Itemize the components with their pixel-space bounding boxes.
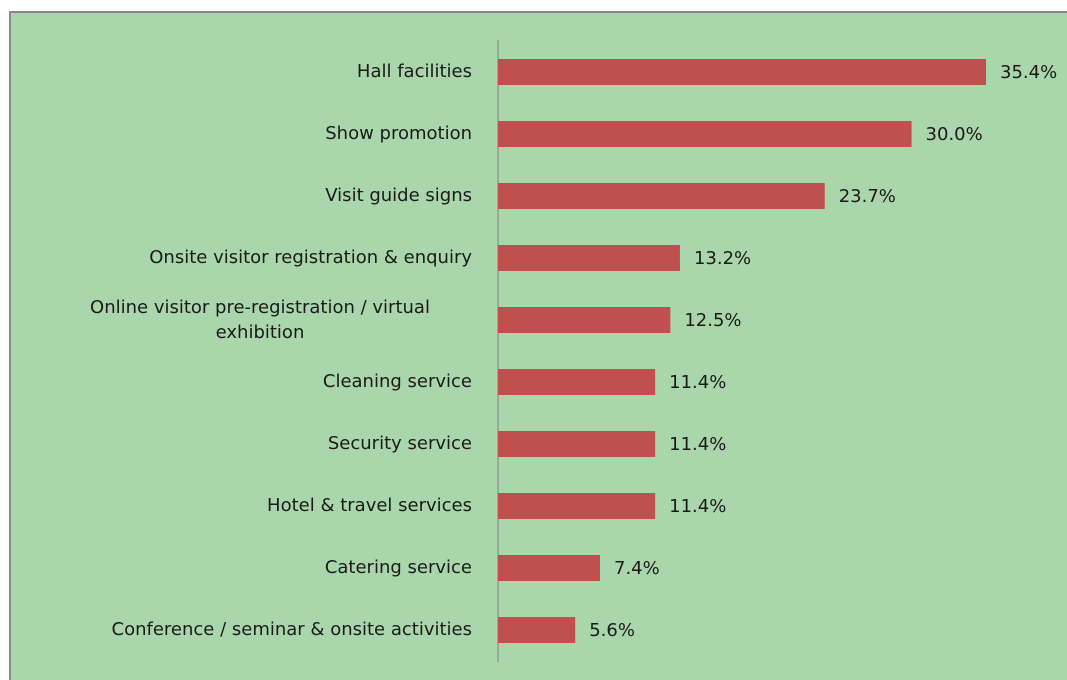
- category-label: Online visitor pre-registration / virtua…: [90, 297, 430, 343]
- value-label: 11.4%: [669, 372, 726, 393]
- value-label: 30.0%: [926, 124, 983, 145]
- category-label: Hall facilities: [357, 61, 472, 82]
- bar: [498, 121, 912, 147]
- value-label: 11.4%: [669, 496, 726, 517]
- bar: [498, 493, 656, 519]
- value-label: 12.5%: [684, 310, 741, 331]
- value-label: 5.6%: [589, 620, 635, 641]
- bar: [498, 183, 825, 209]
- category-label: Security service: [328, 433, 472, 454]
- value-label: 35.4%: [1000, 62, 1057, 83]
- category-label: Visit guide signs: [325, 185, 472, 206]
- bar: [498, 617, 576, 643]
- category-label: Show promotion: [325, 123, 472, 144]
- value-label: 13.2%: [694, 248, 751, 269]
- category-label: Catering service: [325, 557, 472, 578]
- category-label: Onsite visitor registration & enquiry: [149, 247, 472, 268]
- bar: [498, 307, 671, 333]
- bar: [498, 431, 656, 457]
- bar: [498, 245, 680, 271]
- bar: [498, 59, 986, 85]
- value-label: 23.7%: [839, 186, 896, 207]
- bar: [498, 369, 656, 395]
- category-label: Conference / seminar & onsite activities: [112, 619, 472, 640]
- bar: [498, 555, 601, 581]
- value-label: 7.4%: [614, 558, 660, 579]
- value-label: 11.4%: [669, 434, 726, 455]
- category-label: Cleaning service: [323, 371, 472, 392]
- category-label: Hotel & travel services: [267, 495, 472, 516]
